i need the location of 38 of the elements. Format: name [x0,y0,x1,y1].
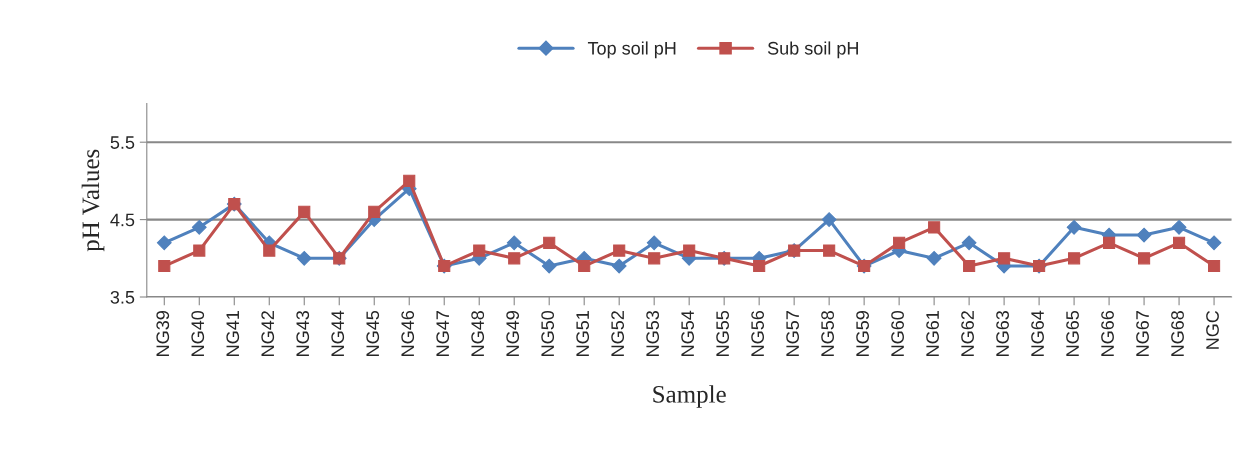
x-tick-label: NG63 [996,310,1009,356]
x-tick-label: NG44 [331,310,345,356]
x-tick-label: NG50 [541,310,555,356]
legend-label: Sub soil pH [767,41,858,59]
x-tick-label: NG60 [891,310,904,356]
x-tick-label: NG67 [1136,311,1149,356]
x-tick-label: NG43 [296,310,310,356]
x-tick-label: NG61 [926,311,939,356]
x-tick-label: NG68 [1171,310,1184,356]
x-tick-label: NG42 [261,311,275,356]
x-tick-label: NG51 [576,311,590,356]
x-tick-label: NG59 [856,311,869,356]
y-tick-label: 4.5 [110,213,135,227]
x-tick-label: NG41 [226,311,240,356]
x-tick-label: NG47 [436,311,450,356]
x-tick-label: NG52 [611,311,625,356]
x-tick-label: NG64 [1031,310,1044,356]
legend-label: Top soil pH [587,41,676,59]
x-axis-title: Sample [653,385,726,408]
x-tick-label: NG55 [716,310,730,356]
y-axis-title: pH Values [81,149,105,252]
x-tick-label: NG48 [471,310,485,356]
x-tick-label: NGC [1206,310,1219,349]
x-tick-label: NG45 [366,310,380,356]
x-tick-label: NG39 [156,311,170,356]
x-tick-label: NG57 [786,311,799,356]
x-tick-label: NG66 [1101,310,1114,356]
x-tick-label: NG56 [751,310,765,356]
x-tick-label: NG46 [401,310,415,356]
x-tick-label: NG40 [191,310,205,356]
x-tick-label: NG58 [821,310,834,356]
y-tick-label: 3.5 [110,290,135,304]
x-tick-label: NG53 [646,310,660,356]
x-tick-label: NG65 [1066,310,1079,356]
y-tick-label: 5.5 [110,136,135,149]
x-tick-label: NG49 [506,311,520,356]
x-tick-label: NG62 [961,311,974,356]
x-tick-label: NG54 [681,310,695,356]
